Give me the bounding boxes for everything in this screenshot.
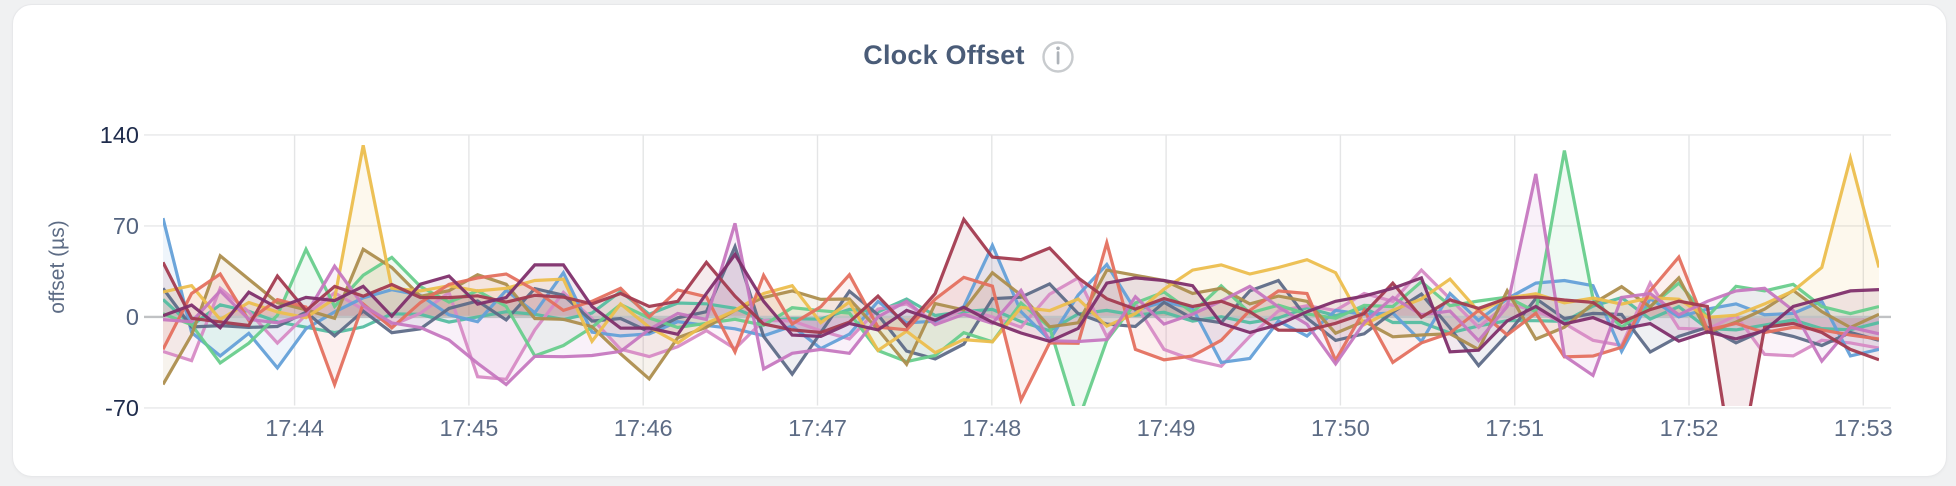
svg-text:offset (µs): offset (µs) xyxy=(46,220,69,313)
svg-text:17:45: 17:45 xyxy=(439,415,498,441)
svg-text:70: 70 xyxy=(113,213,139,239)
svg-text:17:48: 17:48 xyxy=(962,415,1021,441)
svg-text:17:52: 17:52 xyxy=(1660,415,1719,441)
svg-text:-70: -70 xyxy=(105,395,139,421)
svg-text:17:53: 17:53 xyxy=(1834,415,1893,441)
svg-text:140: 140 xyxy=(100,122,139,148)
svg-text:17:49: 17:49 xyxy=(1137,415,1196,441)
svg-text:17:47: 17:47 xyxy=(788,415,847,441)
svg-text:0: 0 xyxy=(126,304,139,330)
svg-text:17:50: 17:50 xyxy=(1311,415,1370,441)
svg-text:17:44: 17:44 xyxy=(265,415,324,441)
svg-text:17:51: 17:51 xyxy=(1485,415,1544,441)
svg-text:17:46: 17:46 xyxy=(614,415,673,441)
